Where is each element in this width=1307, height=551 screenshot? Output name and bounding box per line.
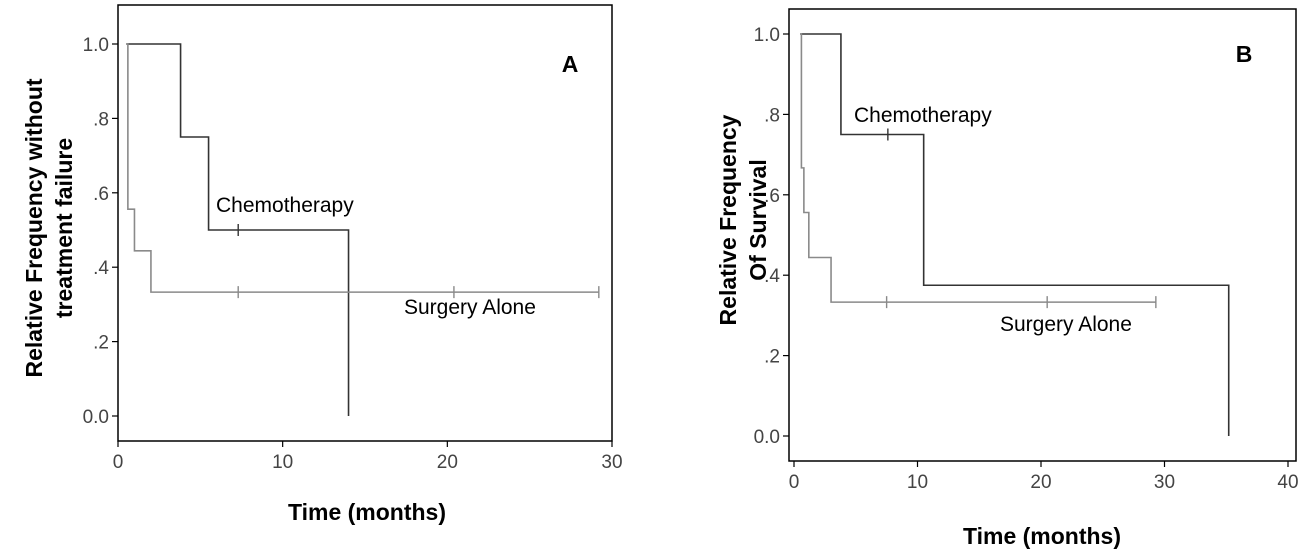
panel-a-y-axis-title-line2: treatment failure [51,138,77,318]
panel-b-series-label-surgery-alone: Surgery Alone [1000,313,1132,336]
panel-b-line-chemotherapy [800,33,1230,436]
panel-a-y-tick-label: .4 [93,258,109,279]
panel-a-series-label-chemotherapy: Chemotherapy [216,194,354,217]
panel-b-y-tick-label: .8 [764,105,780,126]
panel-a-x-tick-label: 0 [113,452,124,473]
panel-b: 0.0.2.4.6.81.0 0 10 20 30 40 B Chemotherapy … [715,8,1299,549]
panel-a-y-tick-label: 1.0 [83,35,109,56]
panel-a-x-tick-label: 20 [437,452,458,473]
panel-a-x-axis-title: Time (months) [288,499,446,525]
panel-b-y-tick-label: 0.0 [754,427,780,448]
panel-a-line-chemotherapy [126,43,350,416]
panel-a-series [126,43,600,416]
panel-b-x-tick-label: 20 [1030,472,1051,493]
panel-a: 0.0 .2 .4 .6 .8 1.0 0 10 20 30 A Chemotherapy Su… [21,4,623,525]
panel-b-series [800,33,1230,436]
panel-a-x-tick-label: 30 [601,452,622,473]
panel-a-y-axis: 0.0 .2 .4 .6 .8 1.0 [83,35,118,428]
panel-b-series-label-chemotherapy: Chemotherapy [854,104,992,127]
panel-a-y-tick-label: .8 [93,109,109,130]
panel-b-line-surgery-alone [800,33,1156,303]
panel-b-y-axis: 0.0 .2 .4 .6 .8 1.0 [754,25,789,448]
panel-a-y-tick-label: 0.0 [83,407,109,428]
panel-b-y-tick-label: .2 [764,347,780,368]
panel-b-y-tick-label: .6 [764,186,780,207]
panel-a-line-surgery-alone [126,43,599,293]
panel-b-x-axis-title: Time (months) [963,523,1121,549]
panel-b-x-tick-label: 30 [1154,472,1175,493]
panel-b-label: B [1236,41,1253,67]
panel-a-y-tick-label: .6 [93,184,109,205]
panel-b-x-tick-label: 0 [789,472,800,493]
panel-b-y-tick-label: .4 [764,266,780,287]
panel-b-y-axis-title-line1: Relative Frequency [715,114,741,325]
panel-a-x-axis: 0 10 20 30 [113,441,623,473]
panel-a-y-tick-label: .2 [93,333,109,354]
panel-a-x-tick-label: 10 [272,452,293,473]
panel-b-x-axis: 0 10 20 30 40 [789,461,1299,493]
panel-b-x-tick-label: 40 [1277,472,1298,493]
panel-a-y-axis-title-line1: Relative Frequency without [21,78,47,377]
panel-a-series-label-surgery-alone: Surgery Alone [404,296,536,319]
panel-b-plot-frame [788,8,1297,462]
panel-b-y-axis-title-line2: Of Survival [745,159,771,280]
panel-a-plot-frame [117,4,613,442]
panel-a-label: A [562,51,579,77]
panel-b-y-tick-label: 1.0 [754,25,780,46]
panel-b-x-tick-label: 10 [907,472,928,493]
